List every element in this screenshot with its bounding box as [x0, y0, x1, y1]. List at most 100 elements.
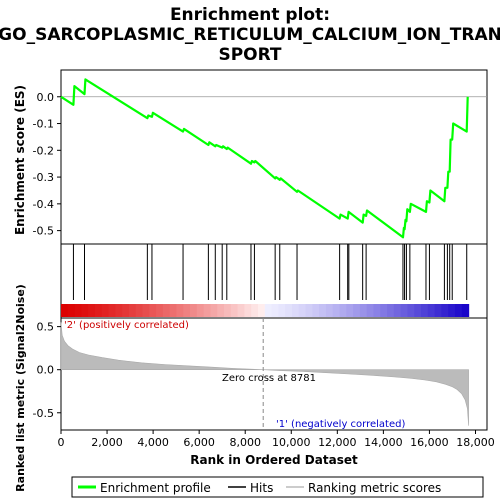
rank-color-segment: [257, 304, 266, 317]
es-y-tick-label: -0.1: [33, 118, 54, 131]
chart-title-line-2: GO_SARCOPLASMIC_RETICULUM_CALCIUM_ION_TR…: [0, 25, 500, 45]
negative-correlation-label: '1' (negatively correlated): [276, 419, 405, 430]
rank-color-segment: [278, 304, 286, 317]
enrichment-profile-line: [60, 78, 469, 239]
x-tick-label: 2,000: [91, 436, 123, 449]
metric-y-tick-label: -0.5: [33, 407, 54, 420]
x-tick-label: 12,000: [318, 436, 357, 449]
rank-color-segment: [135, 304, 144, 317]
rank-color-segment: [156, 304, 164, 317]
rank-color-segment: [346, 304, 354, 317]
rank-color-segment: [264, 304, 273, 317]
rank-color-segment: [421, 304, 429, 317]
rank-color-segment: [81, 304, 89, 317]
x-ticks: 0 2,000 4,000 6,000 8,000 10,000 12,000 14,000 1…: [58, 430, 495, 449]
enrichment-profile-series: [60, 78, 469, 239]
es-y-tick-label: -0.3: [33, 171, 54, 184]
rank-color-segment: [217, 304, 225, 317]
rank-color-segment: [305, 304, 313, 317]
rank-color-segment: [162, 304, 171, 317]
rank-color-segment: [230, 304, 239, 317]
rank-color-segment: [61, 304, 69, 317]
es-y-tick-label: -0.5: [33, 225, 54, 238]
positive-correlation-label: '2' (positively correlated): [64, 320, 189, 331]
metric-y-tick-label: 0.0: [37, 364, 55, 377]
rank-color-segment: [461, 304, 470, 317]
rank-color-segment: [210, 304, 218, 317]
rank-color-segment: [353, 304, 361, 317]
metric-panel-frame: [60, 317, 488, 431]
rank-color-segment: [434, 304, 443, 317]
rank-color-segment: [387, 304, 395, 317]
rank-color-segment: [108, 304, 116, 317]
rank-color-segment: [373, 304, 381, 317]
rank-color-segment: [380, 304, 388, 317]
legend-hits-label: Hits: [250, 481, 273, 495]
es-panel-frame: [60, 69, 488, 245]
ranking-metric-series: [60, 322, 469, 426]
rank-color-segment: [149, 304, 157, 317]
chart-title-line-1: Enrichment plot:: [170, 5, 330, 25]
rank-color-segment: [74, 304, 82, 317]
es-axis-label: Enrichment score (ES): [13, 85, 27, 235]
rank-color-segment: [122, 304, 130, 317]
rank-color-segment: [441, 304, 449, 317]
rank-color-segment: [366, 304, 375, 317]
rank-color-segment: [427, 304, 436, 317]
rank-color-segment: [67, 304, 76, 317]
x-tick-label: 0: [58, 436, 65, 449]
rank-color-segment: [319, 304, 327, 317]
rank-color-segment: [224, 304, 232, 317]
es-y-tick-label: 0.0: [37, 91, 55, 104]
rank-color-segment: [176, 304, 184, 317]
rank-color-bar: [61, 304, 470, 317]
rank-color-segment: [454, 304, 463, 317]
legend-frame: [71, 476, 484, 498]
metric-y-tick-label: 0.5: [37, 321, 55, 334]
ranking-metric-area: [60, 322, 469, 426]
legend: Enrichment profile Hits Ranking metric s…: [71, 476, 484, 498]
rank-color-segment: [414, 304, 422, 317]
rank-color-segment: [393, 304, 402, 317]
metric-y-ticks: 0.5 0.0 -0.5: [33, 321, 61, 420]
x-tick-label: 14,000: [364, 436, 403, 449]
x-axis-label: Rank in Ordered Dataset: [190, 453, 358, 467]
rank-color-segment: [291, 304, 300, 317]
rank-color-segment: [448, 304, 456, 317]
rank-color-segment: [142, 304, 150, 317]
x-tick-label: 6,000: [183, 436, 215, 449]
es-y-ticks: 0.0 -0.1 -0.2 -0.3 -0.4 -0.5: [33, 91, 61, 238]
x-tick-label: 4,000: [137, 436, 169, 449]
rank-color-segment: [190, 304, 198, 317]
rank-color-segment: [203, 304, 212, 317]
rank-color-segment: [400, 304, 409, 317]
legend-enrichment-label: Enrichment profile: [100, 481, 211, 495]
rank-color-segment: [244, 304, 252, 317]
rank-color-segment: [169, 304, 178, 317]
metric-axis-label: Ranked list metric (Signal2Noise): [14, 284, 27, 492]
x-tick-label: 8,000: [229, 436, 261, 449]
rank-color-segment: [251, 304, 259, 317]
es-y-tick-label: -0.4: [33, 198, 54, 211]
rank-color-segment: [115, 304, 123, 317]
hits-ticks: [72, 244, 468, 300]
rank-color-segment: [94, 304, 103, 317]
x-tick-label: 18,000: [456, 436, 495, 449]
rank-color-segment: [332, 304, 341, 317]
chart-title-line-3: SPORT: [218, 45, 281, 65]
rank-color-segment: [128, 304, 137, 317]
rank-color-segment: [312, 304, 320, 317]
rank-color-segment: [101, 304, 110, 317]
legend-metric-label: Ranking metric scores: [308, 481, 441, 495]
es-y-tick-label: -0.2: [33, 144, 54, 157]
rank-color-segment: [183, 304, 191, 317]
rank-color-segment: [339, 304, 347, 317]
zero-cross-label: Zero cross at 8781: [222, 373, 316, 384]
rank-color-segment: [285, 304, 293, 317]
rank-color-segment: [271, 304, 279, 317]
rank-color-segment: [325, 304, 334, 317]
rank-color-segment: [407, 304, 415, 317]
rank-color-segment: [359, 304, 368, 317]
rank-color-segment: [298, 304, 307, 317]
x-tick-label: 10,000: [272, 436, 311, 449]
